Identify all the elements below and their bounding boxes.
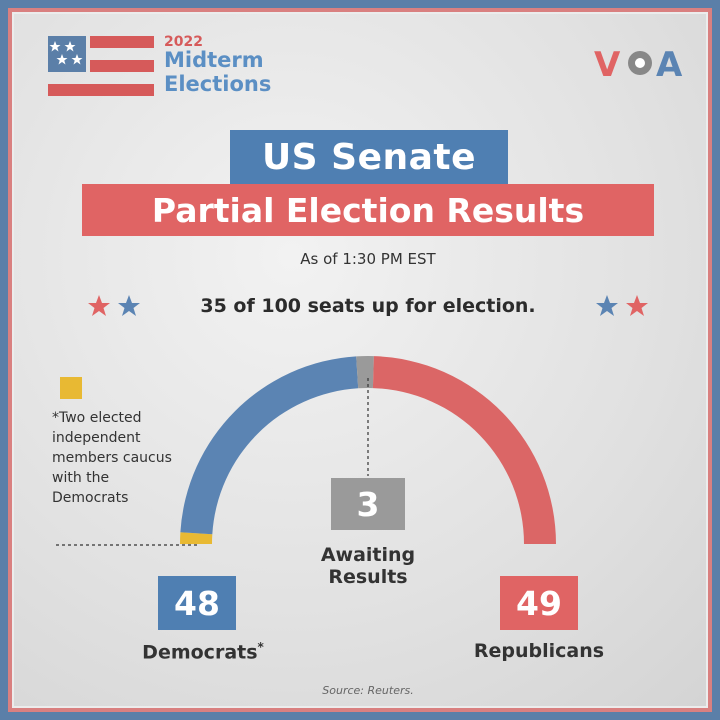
awaiting-arc [356,355,374,389]
flag-logo-icon [48,36,154,96]
independent-legend-swatch [60,377,82,399]
awaiting-count: 3 [356,484,380,524]
logo-line-midterm: Midterm [164,48,264,72]
republicans-arc [372,356,556,544]
democrats-label: Democrats* [108,640,298,663]
voa-letter-v: V [594,45,621,82]
awaiting-count-box: 3 [331,478,405,530]
voa-logo: V A [594,45,683,82]
democrats-count: 48 [174,583,220,623]
independents-arc [180,532,213,544]
republicans-label: Republicans [473,640,605,662]
awaiting-label-line1: Awaiting [320,544,416,566]
republicans-count-box: 49 [500,576,578,630]
logo-line-elections: Elections [164,72,272,96]
senate-semicircle-chart [56,355,556,546]
awaiting-label-line2: Results [328,566,408,588]
stars-right-icon [596,295,648,316]
democrats-arc [180,356,359,535]
democrats-label-marker: * [257,640,264,654]
stars-left-icon [88,295,140,316]
logo-year: 2022 [164,34,203,50]
democrats-label-text: Democrats [142,641,258,664]
title-partial-results: Partial Election Results [82,184,654,236]
independent-footnote: *Two elected independent members caucus … [52,410,172,506]
as-of-time: As of 1:30 PM EST [300,250,436,268]
title-us-senate: US Senate [230,130,508,184]
source-note: Source: Reuters. [322,684,414,697]
awaiting-label: Awaiting Results [288,544,448,588]
seats-up-note: 35 of 100 seats up for election. [200,295,536,317]
democrats-count-box: 48 [158,576,236,630]
republicans-count: 49 [516,583,562,623]
voa-letter-a: A [656,45,683,82]
